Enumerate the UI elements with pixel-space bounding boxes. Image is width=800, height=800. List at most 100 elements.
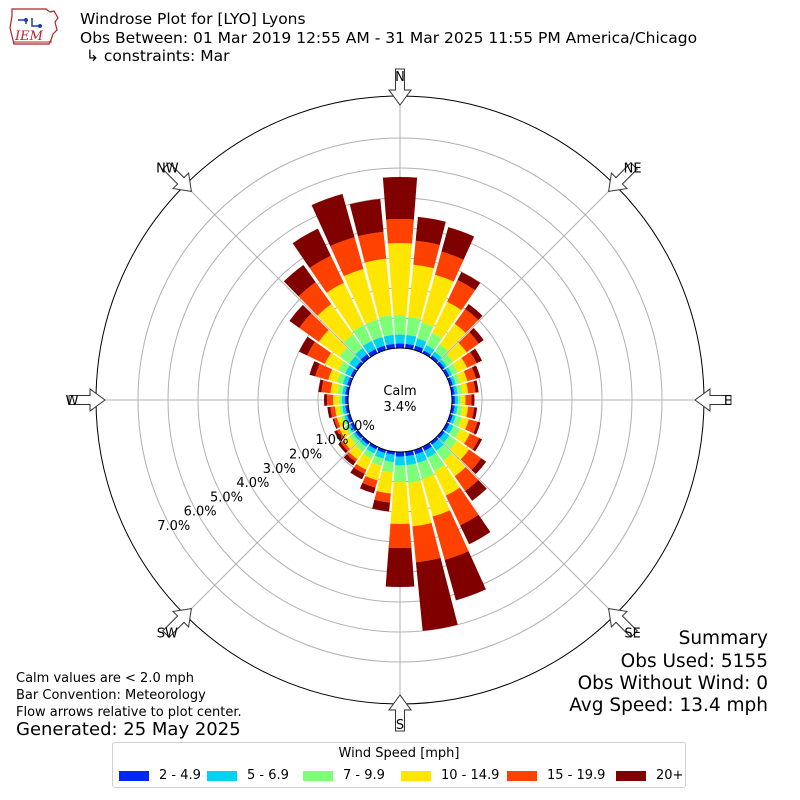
windrose-bar-segment xyxy=(333,394,340,406)
calm-value: 3.4% xyxy=(383,400,416,415)
radial-tick-label: 5.0% xyxy=(210,490,243,505)
windrose-bar-segment xyxy=(447,377,453,387)
legend-label: 2 - 4.9 xyxy=(159,768,201,783)
windrose-bar-segment xyxy=(309,255,344,293)
windrose-bar-segment xyxy=(345,395,349,405)
windrose-bar-segment xyxy=(298,336,316,356)
windrose-bar-segment xyxy=(336,372,346,384)
windrose-bar-segment xyxy=(340,440,350,452)
windrose-bar-segment xyxy=(355,361,363,370)
bar-convention-note: Bar Convention: Meteorology xyxy=(16,688,206,703)
flow-arrow-icon xyxy=(607,162,638,193)
windrose-bar-segment xyxy=(423,344,435,355)
windrose-bar-segment xyxy=(415,216,446,246)
compass-label-e: E xyxy=(724,394,732,409)
windrose-bar-segment xyxy=(450,414,456,424)
windrose-bar-segment xyxy=(413,240,440,269)
radial-tick-label: 7.0% xyxy=(157,519,190,534)
windrose-bar-segment xyxy=(452,415,462,427)
legend-label: 15 - 19.9 xyxy=(547,768,606,783)
windrose-bar-segment xyxy=(460,406,469,418)
windrose-bar-segment xyxy=(289,304,312,328)
windrose-bar-segment xyxy=(342,405,347,415)
windrose-chart: 0.0%1.0%2.0%3.0%4.0%5.0%6.0%7.0% Calm3.4%… xyxy=(66,68,732,733)
flow-arrow-icon xyxy=(68,388,106,412)
windrose-bar-segment xyxy=(393,465,407,483)
windrose-bar-segment xyxy=(362,340,376,354)
windrose-bar-segment xyxy=(395,343,405,349)
compass-label-se: SE xyxy=(624,627,640,642)
windrose-bar-segment xyxy=(426,332,443,350)
windrose-bar-segment xyxy=(432,301,462,339)
windrose-bar-segment xyxy=(446,342,467,362)
windrose-bar-segment xyxy=(361,437,370,445)
legend-label: 20+ xyxy=(656,768,684,783)
flow-arrow-icon xyxy=(388,68,412,106)
compass-label-n: N xyxy=(395,70,405,85)
windrose-bar-segment xyxy=(465,394,472,406)
windrose-bar-segment xyxy=(352,324,372,346)
windrose-bar-segment xyxy=(355,430,363,439)
windrose-bar-segment xyxy=(463,433,480,450)
calm-note: Calm values are < 2.0 mph xyxy=(16,671,195,686)
windrose-bar-segment xyxy=(347,413,353,423)
windrose-bar-segment xyxy=(344,365,355,377)
windrose-bar-segment xyxy=(434,251,464,282)
windrose-bar-segment xyxy=(371,455,384,466)
windrose-bar-segment xyxy=(377,447,387,453)
windrose-bar-segment xyxy=(432,351,442,361)
windrose-bar-segment xyxy=(453,405,458,415)
radial-tick-label: 2.0% xyxy=(289,447,322,462)
legend-swatch xyxy=(303,771,333,781)
windrose-bar-segment xyxy=(366,445,377,454)
windrose-bar-segment xyxy=(393,315,407,335)
legend-label: 10 - 14.9 xyxy=(441,768,500,783)
windrose-bar-segment xyxy=(444,551,486,601)
windrose-bar-segment xyxy=(437,361,445,370)
windrose-bar-segment xyxy=(447,363,458,375)
windrose-bar-segment xyxy=(456,384,463,395)
windrose-bar-segment xyxy=(466,381,476,394)
flow-arrow-icon xyxy=(162,162,193,193)
windrose-bar-segment xyxy=(345,405,350,414)
windrose-bar-segment xyxy=(349,356,361,368)
windrose-bar-segment xyxy=(365,462,382,481)
windrose-bar-segment xyxy=(413,345,424,353)
windrose-bar-segment xyxy=(374,491,391,503)
windrose-bar-segment xyxy=(311,193,355,247)
chart-subtitle-constraints: ↳ constraints: Mar xyxy=(86,47,230,65)
windrose-bar-segment xyxy=(338,361,350,374)
windrose-bar-segment xyxy=(439,359,448,368)
compass-label-s: S xyxy=(396,718,404,733)
windrose-bar-segment xyxy=(343,454,356,466)
windrose-bar-segment xyxy=(465,304,483,320)
windrose-bar-segment xyxy=(338,442,348,454)
flow-arrow-icon xyxy=(162,607,193,638)
windrose-bar-segment xyxy=(374,450,386,459)
windrose-bar-segment xyxy=(350,368,358,378)
windrose-bar-segment xyxy=(452,357,468,373)
windrose-bar-segment xyxy=(461,351,477,368)
windrose-bar-segment xyxy=(432,439,444,451)
windrose-bar-segment xyxy=(458,417,469,430)
windrose-bar-segment xyxy=(427,452,445,472)
windrose-bar-segment xyxy=(359,482,376,494)
windrose-bar-segment xyxy=(359,439,368,448)
windrose-bar-segment xyxy=(388,523,412,548)
windrose-bar-segment xyxy=(473,421,481,435)
windrose-bar-segment xyxy=(434,465,460,496)
windrose-bar-segment xyxy=(309,361,320,377)
windrose-bar-segment xyxy=(457,271,481,291)
windrose-bar-segment xyxy=(384,453,395,463)
windrose-bar-segment xyxy=(356,454,372,470)
windrose-bar-segment xyxy=(443,435,457,449)
windrose-bar-segment xyxy=(355,347,368,360)
windrose-bar-segment xyxy=(422,442,432,451)
radial-tick-label: 6.0% xyxy=(184,505,217,520)
windrose-bar-segment xyxy=(445,487,479,526)
windrose-bar-segment xyxy=(465,419,478,434)
windrose-bar-segment xyxy=(408,264,434,320)
ring-gridline xyxy=(167,167,633,633)
windrose-bar-segment xyxy=(357,231,387,263)
windrose-bar-segment xyxy=(442,368,450,378)
